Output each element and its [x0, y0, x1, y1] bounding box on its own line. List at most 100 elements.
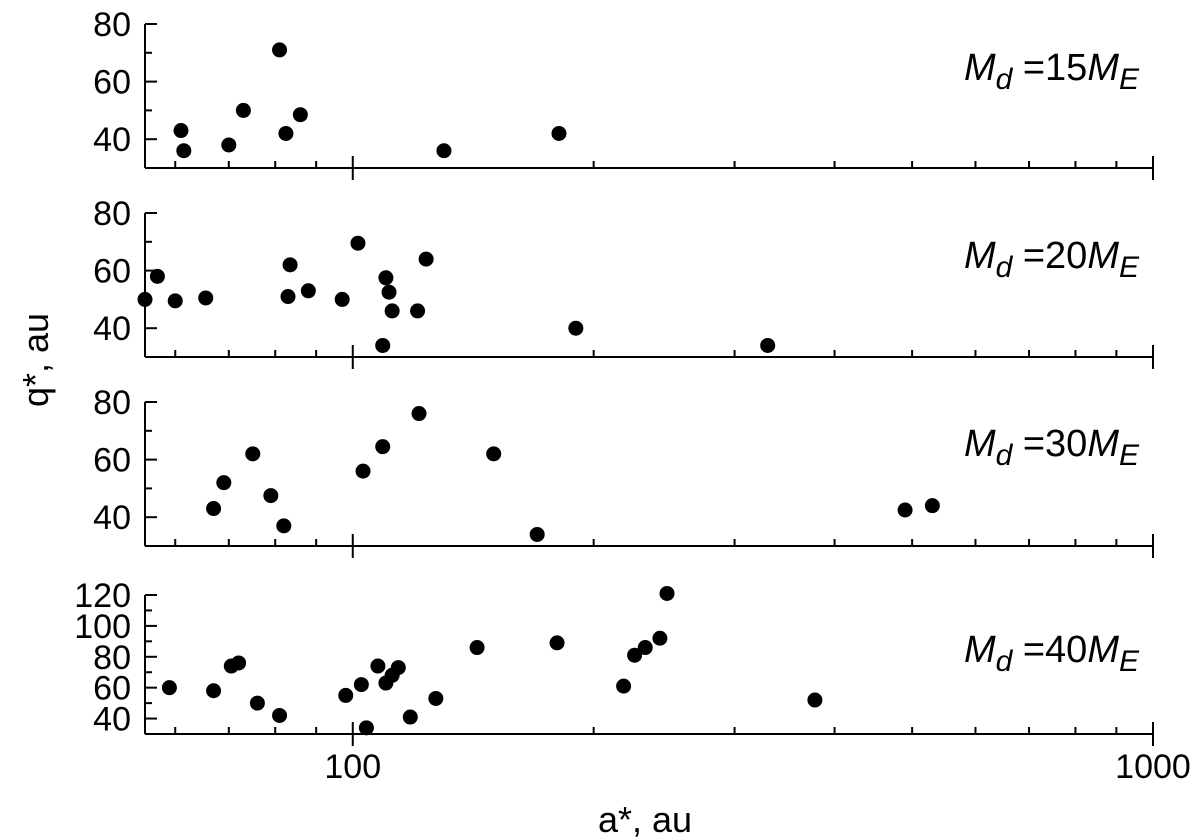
data-point: [807, 692, 823, 708]
label-subscript: d: [996, 439, 1014, 472]
panel-label: Md =20ME: [964, 235, 1140, 284]
data-point: [436, 143, 452, 159]
data-point: [375, 337, 391, 353]
data-point: [245, 446, 261, 462]
label-text: M: [1087, 47, 1119, 89]
label-text: =30: [1012, 423, 1087, 465]
panel-label: Md =40ME: [964, 629, 1140, 678]
data-point: [149, 268, 165, 284]
label-text: =40: [1012, 629, 1087, 671]
panel-1: 40 60 80 Md =15ME: [93, 6, 1154, 180]
x-tick-label: 100: [324, 748, 381, 786]
data-point: [161, 680, 177, 696]
data-point: [378, 270, 394, 286]
y-tick-label: 100: [74, 608, 131, 646]
label-subscript: E: [1119, 645, 1140, 678]
data-point: [231, 655, 247, 671]
data-point: [334, 291, 350, 307]
data-point: [338, 687, 354, 703]
data-point: [897, 502, 913, 518]
label-text: M: [964, 47, 996, 89]
data-point: [350, 235, 366, 251]
data-point: [206, 501, 222, 517]
data-point: [411, 406, 427, 422]
data-point: [418, 251, 434, 267]
label-text: M: [964, 235, 996, 277]
label-text: M: [964, 423, 996, 465]
data-point: [637, 640, 653, 656]
data-point: [410, 303, 426, 319]
data-point: [353, 677, 369, 693]
label-text: M: [1087, 629, 1119, 671]
data-point: [551, 125, 567, 141]
data-point: [627, 647, 643, 663]
y-tick-label: 40: [93, 310, 131, 348]
y-tick-label: 40: [93, 121, 131, 159]
data-point: [659, 585, 675, 601]
data-point: [263, 488, 279, 504]
label-subscript: E: [1119, 439, 1140, 472]
data-point: [390, 660, 406, 676]
data-point: [384, 303, 400, 319]
data-point: [276, 518, 292, 534]
label-text: =15: [1012, 47, 1087, 89]
label-text: M: [1087, 423, 1119, 465]
data-point: [652, 630, 668, 646]
data-point: [616, 678, 632, 694]
data-point: [173, 123, 189, 139]
data-point: [568, 320, 584, 336]
data-point: [280, 289, 296, 305]
x-axis-title: a*, au: [598, 799, 692, 840]
data-point: [469, 640, 485, 656]
data-point: [292, 107, 308, 123]
data-point: [300, 283, 316, 299]
data-point: [529, 526, 545, 542]
data-point: [370, 658, 386, 674]
data-point: [428, 690, 444, 706]
y-tick-label: 60: [93, 253, 131, 291]
label-subscript: d: [996, 251, 1014, 284]
data-point: [221, 137, 237, 153]
label-text: M: [1087, 235, 1119, 277]
y-tick-label: 60: [93, 442, 131, 480]
data-point: [235, 102, 251, 118]
panel-label: Md =15ME: [964, 47, 1140, 96]
label-text: M: [964, 629, 996, 671]
y-tick-label: 40: [93, 701, 131, 739]
data-point: [216, 475, 232, 491]
data-point: [355, 463, 371, 479]
data-point: [272, 42, 288, 58]
data-point: [381, 284, 397, 300]
data-point: [198, 290, 214, 306]
data-point: [278, 125, 294, 141]
label-subscript: d: [996, 645, 1014, 678]
data-point: [358, 720, 374, 736]
data-point: [924, 498, 940, 514]
data-point: [167, 293, 183, 309]
y-tick-label: 80: [93, 195, 131, 233]
label-subscript: E: [1119, 63, 1140, 96]
y-tick-label: 80: [93, 6, 131, 44]
y-tick-label: 80: [93, 384, 131, 422]
y-tick-label: 80: [93, 639, 131, 677]
data-point: [375, 439, 391, 455]
y-tick-label: 60: [93, 64, 131, 102]
data-point: [486, 446, 502, 462]
x-tick-label: 1000: [1115, 748, 1191, 786]
data-point: [549, 635, 565, 651]
panel-label: Md =30ME: [964, 423, 1140, 472]
y-tick-label: 120: [74, 577, 131, 615]
data-point: [760, 337, 776, 353]
label-subscript: E: [1119, 251, 1140, 284]
data-point: [176, 143, 192, 159]
data-point: [137, 291, 153, 307]
label-text: =20: [1012, 235, 1087, 277]
data-point: [272, 707, 288, 723]
data-point: [282, 257, 298, 273]
y-axis-title: q*, au: [15, 313, 56, 407]
data-point: [206, 683, 222, 699]
